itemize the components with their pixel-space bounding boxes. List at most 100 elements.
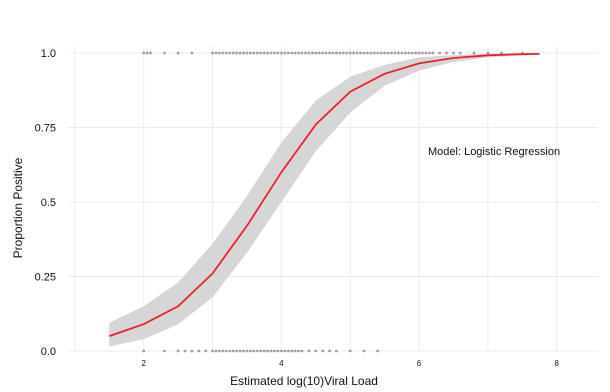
data-point [297, 51, 300, 55]
data-point [297, 349, 300, 353]
data-point [149, 51, 153, 55]
data-point [348, 349, 352, 353]
data-point [452, 51, 455, 55]
data-point [300, 349, 304, 353]
data-point [335, 51, 338, 55]
data-point [397, 51, 400, 55]
x-axis-ticks: 2 4 6 8 [141, 359, 559, 368]
data-point [221, 349, 225, 353]
data-point [235, 51, 239, 55]
data-point [197, 349, 201, 353]
data-point [204, 349, 208, 353]
data-point [145, 51, 149, 55]
x-tick-label: 2 [141, 359, 146, 368]
data-point [211, 349, 214, 353]
data-point [314, 51, 318, 55]
data-point [231, 51, 235, 55]
data-point [252, 51, 256, 55]
data-point [276, 349, 280, 353]
data-point [362, 51, 366, 55]
data-point [176, 51, 180, 55]
data-point [249, 349, 252, 353]
model-annotation: Model: Logistic Regression [428, 146, 560, 158]
data-point [273, 51, 276, 55]
y-axis-ticks: 0.0 0.25 0.5 0.75 1.0 [35, 48, 56, 358]
data-point [300, 51, 304, 55]
data-point [331, 51, 335, 55]
data-point [259, 349, 263, 353]
data-point [218, 349, 221, 353]
data-point [238, 349, 242, 353]
data-point [458, 51, 462, 55]
data-point [445, 51, 448, 55]
data-point [273, 349, 276, 353]
data-point [345, 51, 349, 55]
data-point [228, 349, 232, 353]
data-point [417, 51, 421, 55]
y-tick-label: 0.5 [41, 197, 56, 209]
data-point [410, 51, 414, 55]
data-point [276, 51, 280, 55]
data-point [307, 349, 311, 353]
data-point [218, 51, 221, 55]
data-point [280, 349, 283, 353]
data-point [221, 51, 225, 55]
data-point [348, 51, 352, 55]
data-point [245, 349, 249, 353]
x-axis-title: Estimated log(10)Viral Load [230, 374, 378, 388]
data-point [403, 51, 407, 55]
data-point [249, 51, 252, 55]
data-point [338, 51, 342, 55]
data-point [400, 51, 404, 55]
data-point [335, 349, 338, 353]
y-tick-label: 0.25 [35, 271, 56, 283]
data-point [163, 51, 166, 55]
data-point [255, 51, 259, 55]
data-point [163, 349, 166, 353]
data-point [472, 51, 476, 55]
data-point [269, 51, 273, 55]
data-point [242, 349, 245, 353]
data-point [228, 51, 232, 55]
data-point [307, 51, 311, 55]
data-point [393, 51, 397, 55]
data-point [366, 51, 369, 55]
data-point [324, 51, 328, 55]
data-point [283, 349, 287, 353]
data-point [231, 349, 235, 353]
data-point [252, 349, 256, 353]
data-point [355, 51, 359, 55]
data-point [500, 51, 503, 55]
data-point [242, 51, 245, 55]
data-point [224, 51, 228, 55]
fit-line-layer [109, 53, 540, 337]
data-point [190, 349, 194, 353]
data-point [142, 349, 146, 353]
data-point [190, 51, 194, 55]
data-point [424, 51, 428, 55]
y-tick-label: 0.75 [35, 122, 56, 134]
data-point [293, 349, 297, 353]
y-axis-title: Proportion Positive [11, 157, 25, 258]
data-point [286, 51, 290, 55]
data-point [211, 51, 214, 55]
data-point [214, 51, 218, 55]
data-point [304, 51, 307, 55]
data-point [255, 349, 259, 353]
data-point [376, 51, 380, 55]
data-point [259, 51, 263, 55]
data-point [142, 51, 146, 55]
data-point [407, 51, 411, 55]
data-point [328, 349, 331, 353]
data-point [311, 51, 314, 55]
data-point [359, 51, 362, 55]
observation-points-layer [142, 51, 524, 353]
data-point [290, 349, 294, 353]
data-point [266, 349, 269, 353]
confidence-band [109, 53, 540, 347]
data-point [238, 51, 242, 55]
data-point [293, 51, 297, 55]
data-point [235, 349, 239, 353]
data-point [341, 51, 345, 55]
